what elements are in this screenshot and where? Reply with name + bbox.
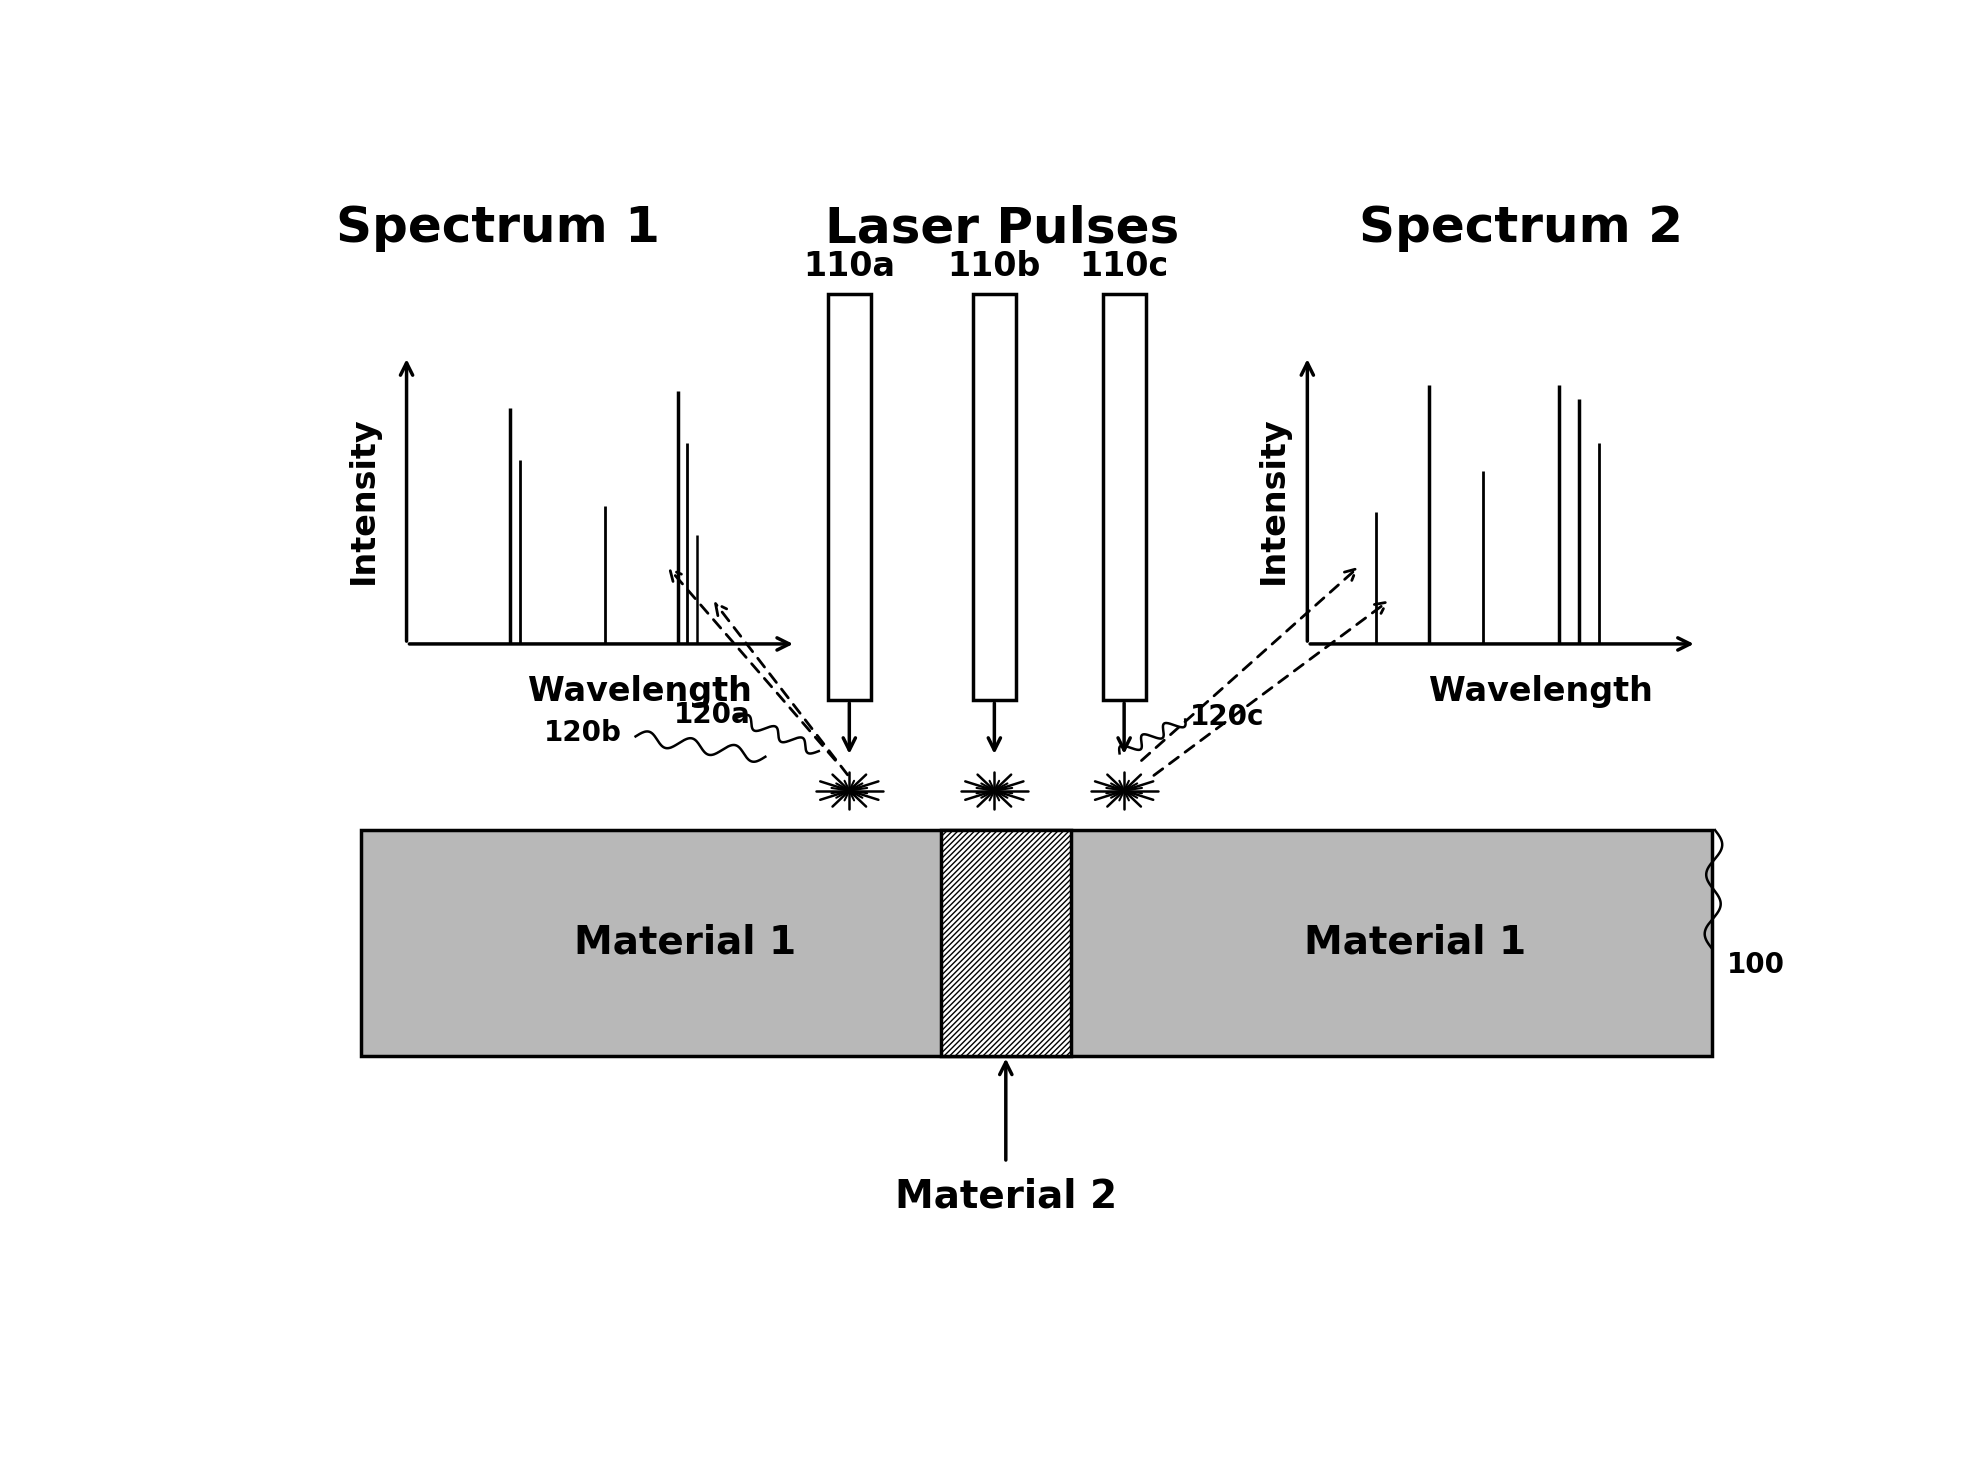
Text: Spectrum 2: Spectrum 2 — [1359, 204, 1682, 252]
Bar — [942, 831, 1072, 1056]
Text: 120a: 120a — [674, 702, 751, 730]
Text: Wavelength: Wavelength — [1428, 675, 1653, 708]
Text: Intensity: Intensity — [347, 416, 380, 585]
Bar — [361, 831, 1712, 1056]
Text: 100: 100 — [1728, 951, 1785, 980]
Text: 110c: 110c — [1080, 251, 1168, 283]
Bar — [1103, 294, 1145, 700]
Text: Material 1: Material 1 — [573, 924, 796, 963]
Text: 110b: 110b — [948, 251, 1040, 283]
Text: 120b: 120b — [544, 719, 623, 747]
Text: Material 2: Material 2 — [894, 1178, 1117, 1216]
Bar — [827, 294, 871, 700]
Text: Laser Pulses: Laser Pulses — [825, 204, 1180, 252]
Text: Material 1: Material 1 — [1304, 924, 1525, 963]
Text: Wavelength: Wavelength — [528, 675, 753, 708]
Text: Spectrum 1: Spectrum 1 — [337, 204, 660, 252]
Text: 120c: 120c — [1190, 703, 1265, 731]
Text: 110a: 110a — [804, 251, 894, 283]
Text: Intensity: Intensity — [1257, 416, 1290, 585]
Bar — [973, 294, 1017, 700]
